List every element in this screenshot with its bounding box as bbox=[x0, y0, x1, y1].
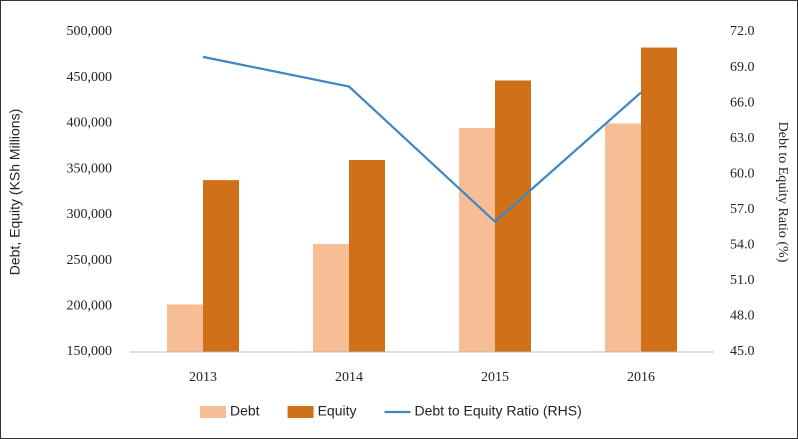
y2-axis-label: Debt to Equity Ratio (%) bbox=[775, 122, 790, 263]
bar bbox=[203, 180, 239, 352]
y2-tick-label: 48.0 bbox=[730, 309, 755, 324]
legend-label: Debt to Equity Ratio (RHS) bbox=[415, 403, 582, 419]
x-tick-label: 2015 bbox=[481, 370, 509, 385]
y-tick-label: 350,000 bbox=[67, 161, 113, 176]
bar bbox=[605, 123, 641, 352]
x-tick-label: 2016 bbox=[627, 370, 655, 385]
y2-tick-label: 66.0 bbox=[730, 95, 755, 110]
legend-label: Equity bbox=[318, 403, 357, 419]
bar bbox=[313, 244, 349, 352]
y2-tick-label: 54.0 bbox=[730, 238, 755, 253]
y2-tick-label: 60.0 bbox=[730, 166, 755, 181]
bar bbox=[349, 160, 385, 352]
y2-tick-label: 51.0 bbox=[730, 273, 755, 288]
y-tick-label: 300,000 bbox=[67, 207, 113, 222]
y2-tick-label: 72.0 bbox=[730, 24, 755, 39]
legend-swatch bbox=[200, 406, 226, 418]
x-tick-label: 2013 bbox=[189, 370, 217, 385]
y2-tick-label: 63.0 bbox=[730, 131, 755, 146]
y-tick-label: 500,000 bbox=[67, 24, 113, 39]
bar bbox=[641, 47, 677, 353]
y2-tick-label: 45.0 bbox=[730, 344, 755, 359]
bar bbox=[167, 304, 203, 352]
y-axis-label: Debt, Equity (KSh Millions) bbox=[7, 109, 23, 276]
y-tick-label: 150,000 bbox=[67, 344, 113, 359]
y-tick-label: 250,000 bbox=[67, 253, 113, 268]
legend-label: Debt bbox=[230, 403, 260, 419]
line-series bbox=[202, 55, 642, 224]
y2-tick-label: 69.0 bbox=[730, 60, 755, 75]
y-tick-label: 400,000 bbox=[67, 116, 113, 131]
y-tick-label: 450,000 bbox=[67, 70, 113, 85]
x-tick-label: 2014 bbox=[335, 370, 363, 385]
y2-tick-label: 57.0 bbox=[730, 202, 755, 217]
y-tick-label: 200,000 bbox=[67, 299, 113, 314]
bar bbox=[459, 128, 495, 352]
legend-swatch bbox=[287, 406, 314, 418]
